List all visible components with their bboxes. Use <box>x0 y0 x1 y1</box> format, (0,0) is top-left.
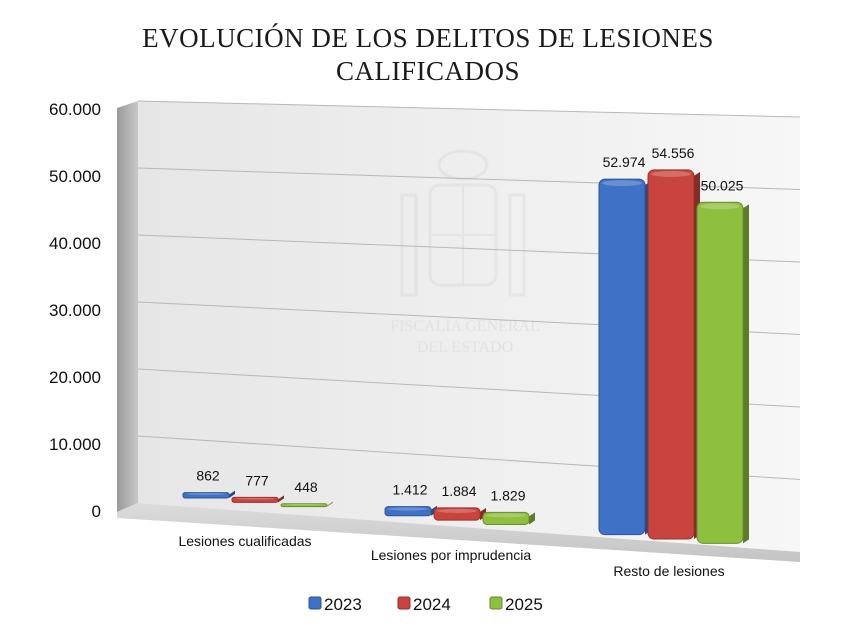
bar-2025-2 <box>696 201 744 544</box>
legend-swatch-2024 <box>397 596 411 610</box>
y-tick-label: 50.000 <box>49 167 101 186</box>
data-label: 448 <box>294 479 318 495</box>
watermark-line-1: FISCALÍA GENERAL <box>390 316 540 335</box>
category-label: Lesiones cualificadas <box>178 533 311 549</box>
data-label: 862 <box>196 468 220 484</box>
data-label: 1.412 <box>392 482 427 498</box>
bars <box>182 169 749 544</box>
bar-side <box>327 501 333 507</box>
data-label: 50.025 <box>701 177 744 193</box>
bar-highlight <box>235 497 275 500</box>
chart-title-line-1: EVOLUCIÓN DE LOS DELITOS DE LESIONES <box>142 23 714 53</box>
data-label: 1.829 <box>490 487 525 503</box>
bar-highlight <box>486 513 526 518</box>
bar-highlight <box>388 507 428 511</box>
y-tick-label: 30.000 <box>49 301 101 320</box>
bar-2024-2 <box>647 169 695 540</box>
category-label: Resto de lesiones <box>613 563 724 579</box>
category-label: Lesiones por imprudencia <box>371 547 532 563</box>
data-label: 1.884 <box>441 483 476 499</box>
data-label: 777 <box>245 472 269 488</box>
legend-label-2025: 2025 <box>505 595 543 614</box>
y-tick-label: 0 <box>92 502 101 521</box>
data-labels: 862 1.412 52.974 777 1.884 54.556 448 1.829 50.0… <box>196 145 743 503</box>
y-axis-ticks: 0 10.000 20.000 30.000 40.000 50.000 60.000 <box>49 100 101 521</box>
bar-2023-2 <box>598 178 646 536</box>
legend-swatch-2023 <box>308 596 322 610</box>
bar-side <box>278 495 284 503</box>
bar-side <box>529 512 535 525</box>
legend-label-2024: 2024 <box>413 595 451 614</box>
bar-side <box>743 204 749 544</box>
category-labels: Lesiones cualificadas Lesiones por imprud… <box>178 533 724 579</box>
chart-side-wall <box>117 101 138 512</box>
watermark-seal <box>400 149 526 297</box>
gridline <box>137 100 801 118</box>
bar-highlight <box>651 170 691 177</box>
bar-highlight <box>437 508 477 513</box>
legend-label-2023: 2023 <box>324 595 362 614</box>
watermark-line-2: DEL ESTADO <box>417 339 513 356</box>
y-tick-label: 60.000 <box>49 100 101 119</box>
data-label: 52.974 <box>603 154 646 170</box>
legend: 2023 2024 2025 <box>308 595 543 614</box>
bar-highlight <box>284 504 324 505</box>
chart-floor <box>117 503 800 562</box>
bar-highlight <box>602 180 642 187</box>
y-tick-label: 20.000 <box>49 368 101 387</box>
y-tick-label: 10.000 <box>49 435 101 454</box>
chart-title-line-2: CALIFICADOS <box>336 56 520 86</box>
y-tick-label: 40.000 <box>49 234 101 253</box>
bar-side <box>229 490 235 498</box>
legend-swatch-2025 <box>489 596 503 610</box>
bar-highlight <box>186 493 226 495</box>
data-label: 54.556 <box>652 145 695 161</box>
bar-highlight <box>700 203 740 210</box>
